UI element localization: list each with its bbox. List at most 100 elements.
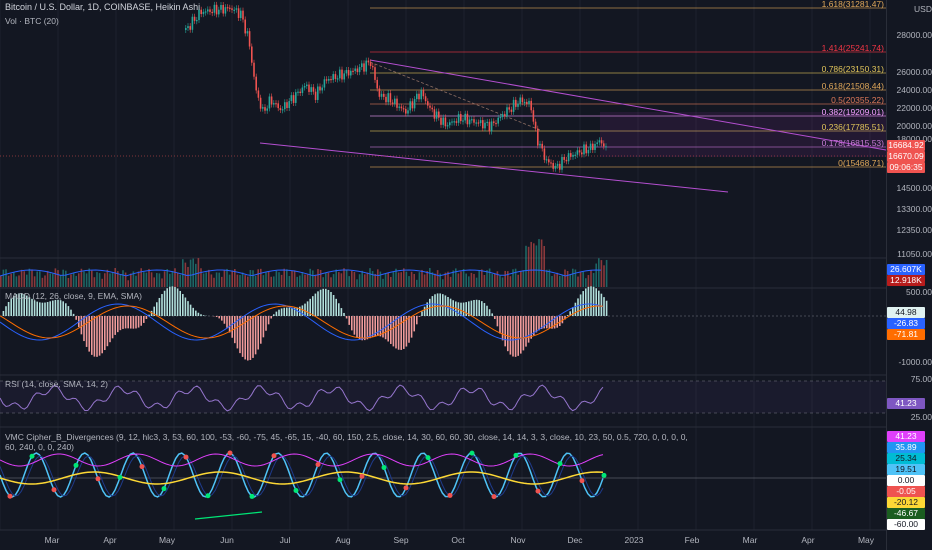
- macd-hist: [153, 306, 155, 316]
- candle: [402, 108, 405, 110]
- candle: [306, 84, 308, 87]
- candle: [499, 116, 502, 119]
- candle: [202, 11, 205, 15]
- candle: [526, 101, 528, 105]
- volume-bar: [475, 277, 478, 287]
- macd-hist: [572, 307, 574, 316]
- candle: [473, 119, 475, 123]
- candle: [290, 95, 293, 102]
- candle: [545, 159, 548, 161]
- volume-bar: [15, 276, 18, 287]
- macd-hist: [161, 294, 163, 316]
- macd-hist: [98, 316, 101, 356]
- volume-bar: [143, 272, 145, 287]
- candle: [213, 4, 216, 13]
- macd-hist: [371, 316, 374, 338]
- cipher-tag-3: 25.34: [887, 453, 925, 464]
- trend-line-dashed: [369, 61, 541, 131]
- candle: [336, 78, 339, 80]
- volume-bar: [338, 272, 340, 287]
- macd-hist: [418, 316, 421, 317]
- cipher-tag-5: 0.00: [887, 475, 925, 486]
- candle: [488, 121, 491, 132]
- candle: [435, 111, 438, 119]
- rsi-axis-label: 25.00: [910, 412, 932, 422]
- volume-bar: [44, 275, 46, 287]
- macd-hist: [270, 316, 272, 319]
- macd-legend[interactable]: MACD (12, 26, close, 9, EMA, SMA): [5, 291, 142, 301]
- macd-hist: [351, 316, 353, 331]
- macd-hist: [226, 316, 228, 328]
- volume-bar: [179, 274, 181, 287]
- volume-bar: [5, 269, 7, 287]
- candle: [460, 114, 462, 122]
- macd-hist: [366, 316, 369, 340]
- volume-bar: [494, 273, 496, 287]
- volume-bar: [267, 271, 270, 287]
- macd-tag-1: 44.98: [887, 307, 925, 318]
- volume-bar: [78, 273, 80, 287]
- volume-bar: [33, 276, 36, 287]
- candle: [438, 111, 440, 118]
- volume-bar: [135, 275, 137, 287]
- cipher-dot: [227, 450, 233, 456]
- rsi-legend[interactable]: RSI (14, close, SMA, 14, 2): [5, 379, 108, 389]
- macd-hist: [470, 300, 473, 316]
- candle: [237, 8, 240, 18]
- candle: [288, 101, 290, 108]
- macd-hist: [280, 308, 283, 316]
- candle: [248, 31, 251, 47]
- x-axis-label: Feb: [684, 535, 700, 545]
- volume-bar: [80, 268, 83, 287]
- macd-hist: [57, 299, 59, 316]
- volume-bar: [117, 271, 119, 287]
- volume-bar: [7, 275, 10, 287]
- candle: [372, 66, 374, 68]
- volume-bar: [361, 270, 363, 287]
- macd-hist: [111, 316, 114, 339]
- volume-bar: [91, 270, 93, 287]
- volume-bar: [273, 276, 275, 287]
- volume-bar: [54, 268, 57, 287]
- macd-hist: [275, 311, 278, 316]
- volume-bar: [429, 268, 431, 287]
- macd-hist: [400, 316, 402, 350]
- volume-bar: [605, 259, 608, 287]
- macd-hist: [585, 288, 587, 316]
- candle: [565, 159, 568, 162]
- volume-bar: [460, 271, 462, 287]
- candle: [374, 67, 376, 80]
- volume-bar: [514, 268, 517, 287]
- volume-bar: [397, 272, 400, 287]
- volume-legend[interactable]: Vol · BTC (20): [5, 16, 59, 26]
- cipher-legend[interactable]: VMC Cipher_B_Divergences (9, 12, hlc3, 3…: [5, 432, 688, 452]
- volume-bar: [486, 270, 488, 287]
- macd-hist: [603, 297, 605, 316]
- currency-label: USD: [914, 4, 932, 14]
- macd-hist: [70, 309, 72, 316]
- volume-bar: [564, 269, 566, 287]
- candle: [576, 150, 579, 155]
- candle: [224, 7, 227, 14]
- macd-hist: [286, 307, 288, 316]
- macd-hist: [18, 293, 20, 316]
- candle: [297, 91, 299, 93]
- macd-hist: [559, 316, 561, 326]
- macd-hist: [481, 301, 483, 316]
- candle: [389, 93, 392, 103]
- chart-title[interactable]: Bitcoin / U.S. Dollar, 1D, COINBASE, Hei…: [5, 2, 201, 12]
- volume-bar: [148, 268, 150, 287]
- cipher-dot: [557, 461, 563, 467]
- candle: [328, 78, 330, 81]
- divergence-line: [194, 511, 263, 520]
- candle: [286, 102, 288, 108]
- candle: [200, 9, 202, 15]
- volume-bar: [260, 268, 262, 287]
- macd-hist: [483, 303, 486, 316]
- volume-bar: [306, 274, 309, 287]
- candle: [539, 143, 541, 146]
- volume-bar: [296, 276, 298, 287]
- price-axis-label: 11050.00: [897, 249, 932, 259]
- candle: [567, 153, 570, 162]
